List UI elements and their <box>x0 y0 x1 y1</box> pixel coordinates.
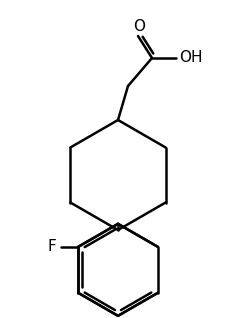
Text: F: F <box>48 239 56 254</box>
Text: OH: OH <box>179 51 202 66</box>
Text: O: O <box>133 19 145 34</box>
